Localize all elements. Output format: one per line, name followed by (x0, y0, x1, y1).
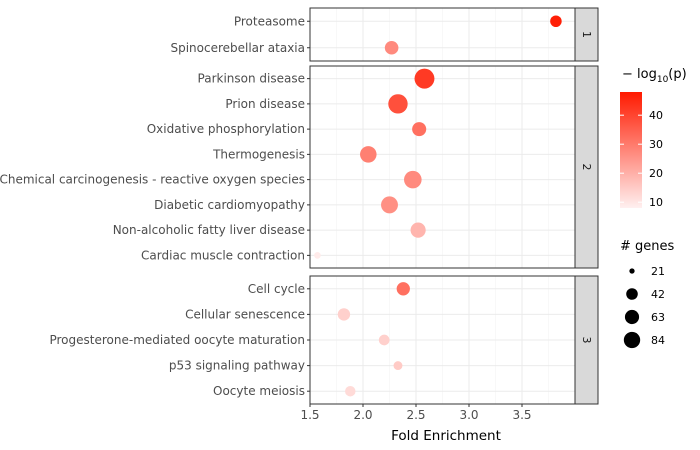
data-point (345, 385, 356, 397)
y-tick-label: Proteasome (234, 14, 305, 28)
size-legend-items: 21 42 63 84 (623, 265, 665, 349)
colorbar-tick-label: 40 (649, 109, 663, 122)
data-point (378, 334, 390, 346)
size-legend-dot (623, 331, 641, 349)
y-tick-label: Oxidative phosphorylation (147, 122, 305, 136)
data-point (550, 15, 562, 28)
size-legend-dot (624, 309, 640, 325)
x-axis: 1.5 2.0 2.5 3.0 3.5 (300, 404, 532, 422)
color-legend-title-sub: 10 (657, 75, 669, 85)
x-axis-title: Fold Enrichment (391, 428, 501, 444)
color-legend-title: − log10(p) (622, 67, 687, 85)
colorbar-tick-label: 10 (649, 196, 663, 209)
y-tick-label: Cellular senescence (185, 307, 305, 321)
y-tick-label: Progesterone-mediated oocyte maturation (49, 333, 305, 347)
data-point (381, 196, 398, 214)
data-point (388, 94, 408, 114)
y-tick-label: Non-alcoholic fatty liver disease (113, 223, 305, 237)
data-point (404, 170, 422, 189)
y-tick-label: Spinocerebellar ataxia (170, 41, 305, 55)
colorbar-tick-label: 30 (649, 138, 663, 151)
size-legend-label: 21 (651, 265, 665, 278)
facet-strip-label: 2 (580, 164, 593, 171)
y-tick-label: Oocyte meiosis (213, 384, 305, 398)
facet-strip (574, 65, 599, 269)
data-point (412, 122, 427, 137)
facet-strip (574, 275, 599, 405)
facet-panel-3: Cell cycle Cellular senescence Progesteron… (49, 275, 599, 405)
facet-strip-label: 3 (580, 337, 593, 344)
size-legend-title: # genes (620, 239, 675, 254)
data-point (337, 308, 351, 321)
y-tick-label: Cell cycle (248, 282, 305, 296)
color-legend-title-arg: (p) (668, 67, 686, 82)
y-tick-label: Chemical carcinogenesis - reactive oxyge… (0, 173, 305, 187)
size-legend-dot (626, 288, 638, 300)
y-tick-label: Prion disease (225, 97, 305, 111)
data-point (410, 222, 426, 238)
size-legend-label: 84 (651, 334, 665, 347)
facet-strip-label: 1 (580, 31, 593, 38)
data-point (384, 40, 399, 55)
data-point (396, 282, 410, 296)
y-tick-label: p53 signaling pathway (169, 359, 305, 373)
y-tick-label: Diabetic cardiomyopathy (154, 198, 305, 212)
x-tick-label: 3.0 (459, 408, 478, 422)
data-point (414, 68, 435, 89)
facet-strip (574, 7, 599, 62)
x-tick-label: 2.0 (353, 408, 372, 422)
facet-panel-2: Parkinson disease Prion disease Oxidative … (0, 65, 599, 269)
colorbar-tick-label: 20 (649, 167, 663, 180)
size-legend-dot (629, 268, 635, 274)
x-tick-label: 3.5 (512, 408, 531, 422)
data-point (360, 146, 377, 163)
color-legend-title-prefix: − log (622, 67, 657, 82)
colorbar (620, 92, 642, 208)
data-point (393, 361, 403, 371)
size-legend: # genes 21 42 63 84 (620, 239, 675, 349)
y-tick-label: Parkinson disease (198, 72, 305, 86)
facet-panels: Proteasome Spinocerebellar ataxia 1 Parkins… (0, 7, 599, 405)
facet-panel-1: Proteasome Spinocerebellar ataxia 1 (170, 7, 599, 62)
colorbar-ticks: 10 20 30 40 (620, 109, 663, 209)
y-tick-label: Cardiac muscle contraction (141, 248, 305, 262)
data-point (314, 252, 321, 259)
size-legend-label: 63 (651, 311, 665, 324)
y-tick-label: Thermogenesis (212, 147, 305, 161)
x-tick-label: 2.5 (406, 408, 425, 422)
size-legend-label: 42 (651, 288, 665, 301)
x-tick-label: 1.5 (300, 408, 319, 422)
